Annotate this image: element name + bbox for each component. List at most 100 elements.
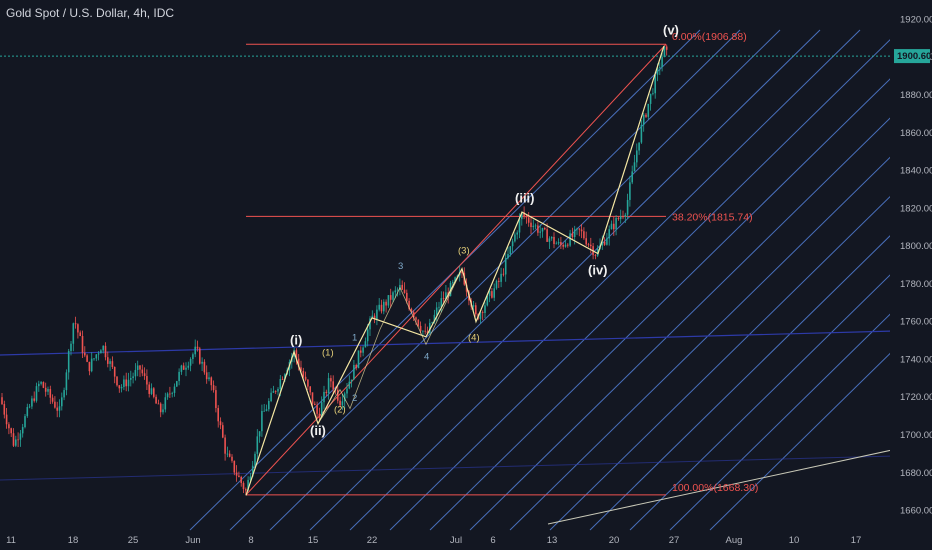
candle-body [435, 307, 438, 315]
candle-body [408, 300, 410, 309]
candle-body [357, 350, 360, 369]
price-tick-label: 1820.00 [900, 203, 932, 214]
candle-body [583, 231, 585, 239]
candle-body [412, 312, 415, 318]
candle-body [81, 335, 84, 353]
candle-body [431, 322, 433, 323]
candle-body [31, 398, 33, 407]
candle-body [387, 295, 390, 306]
wave-label: (iii) [515, 191, 535, 206]
candle-body [514, 234, 516, 242]
candle-body [534, 225, 537, 227]
candle-body [132, 376, 134, 379]
candle-body [638, 142, 640, 151]
candle-body [442, 298, 445, 300]
time-tick-label: 11 [6, 535, 16, 546]
time-tick-label: 13 [547, 535, 558, 546]
candle-body [663, 46, 666, 58]
candle-body [484, 305, 486, 313]
price-tick-label: 1880.00 [900, 90, 932, 101]
candle-body [194, 346, 196, 355]
candle-body [560, 242, 562, 245]
candle-body [109, 361, 111, 364]
minor-wave-label: 1 [352, 333, 357, 344]
candle-body [523, 212, 525, 216]
candle-body [624, 214, 627, 217]
price-tick-label: 1920.00 [900, 14, 932, 25]
candle-body [539, 231, 541, 233]
candle-body [557, 242, 560, 244]
candle-body [550, 236, 553, 239]
time-axis[interactable]: 11 18 25 Jun 8 15 22 Jul 6 13 20 27 Aug 10 17 [6, 535, 861, 546]
candle-body [238, 475, 240, 477]
candle-body [28, 406, 31, 408]
price-axis[interactable]: 1660.00 1680.00 1700.00 1720.00 1740.00 1760.… [890, 0, 932, 550]
candle-body [309, 386, 311, 393]
candle-body [134, 369, 137, 377]
candle-body [633, 162, 636, 172]
candle-body [636, 150, 638, 163]
candle-body [173, 386, 176, 393]
price-tick-label: 1680.00 [900, 468, 932, 479]
candle-body [12, 433, 15, 446]
candle-body [58, 406, 61, 411]
candle-body [564, 244, 567, 247]
time-tick-label: 17 [851, 535, 862, 546]
candle-body [74, 323, 77, 325]
candle-body [440, 298, 443, 307]
candle-body [346, 388, 348, 394]
candle-body [410, 308, 413, 313]
channel-line [389, 29, 901, 531]
candle-body [362, 347, 364, 353]
candle-body [507, 254, 509, 259]
price-tick-label: 1660.00 [900, 506, 932, 517]
candle-body [164, 397, 167, 410]
candle-body [394, 290, 397, 293]
candle-body [573, 229, 576, 238]
candle-body [215, 390, 217, 409]
candle-body [472, 305, 475, 307]
candle-body [429, 322, 431, 334]
candle-body [608, 229, 610, 239]
candle-body [102, 345, 104, 351]
candle-body [603, 241, 606, 245]
candle-body [77, 324, 79, 333]
support-line [547, 449, 893, 525]
candle-body [104, 345, 107, 358]
candle-body [93, 358, 95, 360]
candle-body [153, 388, 155, 397]
candle-body [355, 364, 357, 369]
price-tick-label: 1800.00 [900, 241, 932, 252]
candle-body [500, 273, 502, 282]
candle-body [265, 409, 268, 411]
candle-body [445, 292, 447, 300]
candle-body [274, 391, 277, 392]
candle-body [176, 381, 178, 387]
candle-body [426, 331, 429, 334]
candle-body [330, 378, 332, 382]
candle-body [51, 397, 54, 402]
fib-level-label: 38.20%(1815.74) [672, 211, 753, 223]
candle-body [54, 401, 56, 408]
candle-body [569, 233, 571, 246]
candle-body [35, 386, 38, 401]
candle-body [65, 372, 68, 391]
candle-body [79, 332, 81, 336]
last-price-badge-label: 1900.60 [897, 51, 931, 62]
candle-body [84, 352, 86, 356]
candle-body [199, 348, 201, 364]
candle-body [318, 413, 321, 418]
candle-body [378, 304, 380, 310]
candle-body [652, 93, 654, 95]
candle-body [406, 292, 408, 301]
candle-body [268, 400, 270, 410]
candle-body [88, 361, 91, 372]
candle-body [509, 246, 512, 255]
channel-line [269, 29, 781, 531]
candle-body [297, 358, 300, 368]
candle-body [486, 295, 489, 306]
price-tick-label: 1780.00 [900, 279, 932, 290]
candle-body [21, 427, 24, 434]
